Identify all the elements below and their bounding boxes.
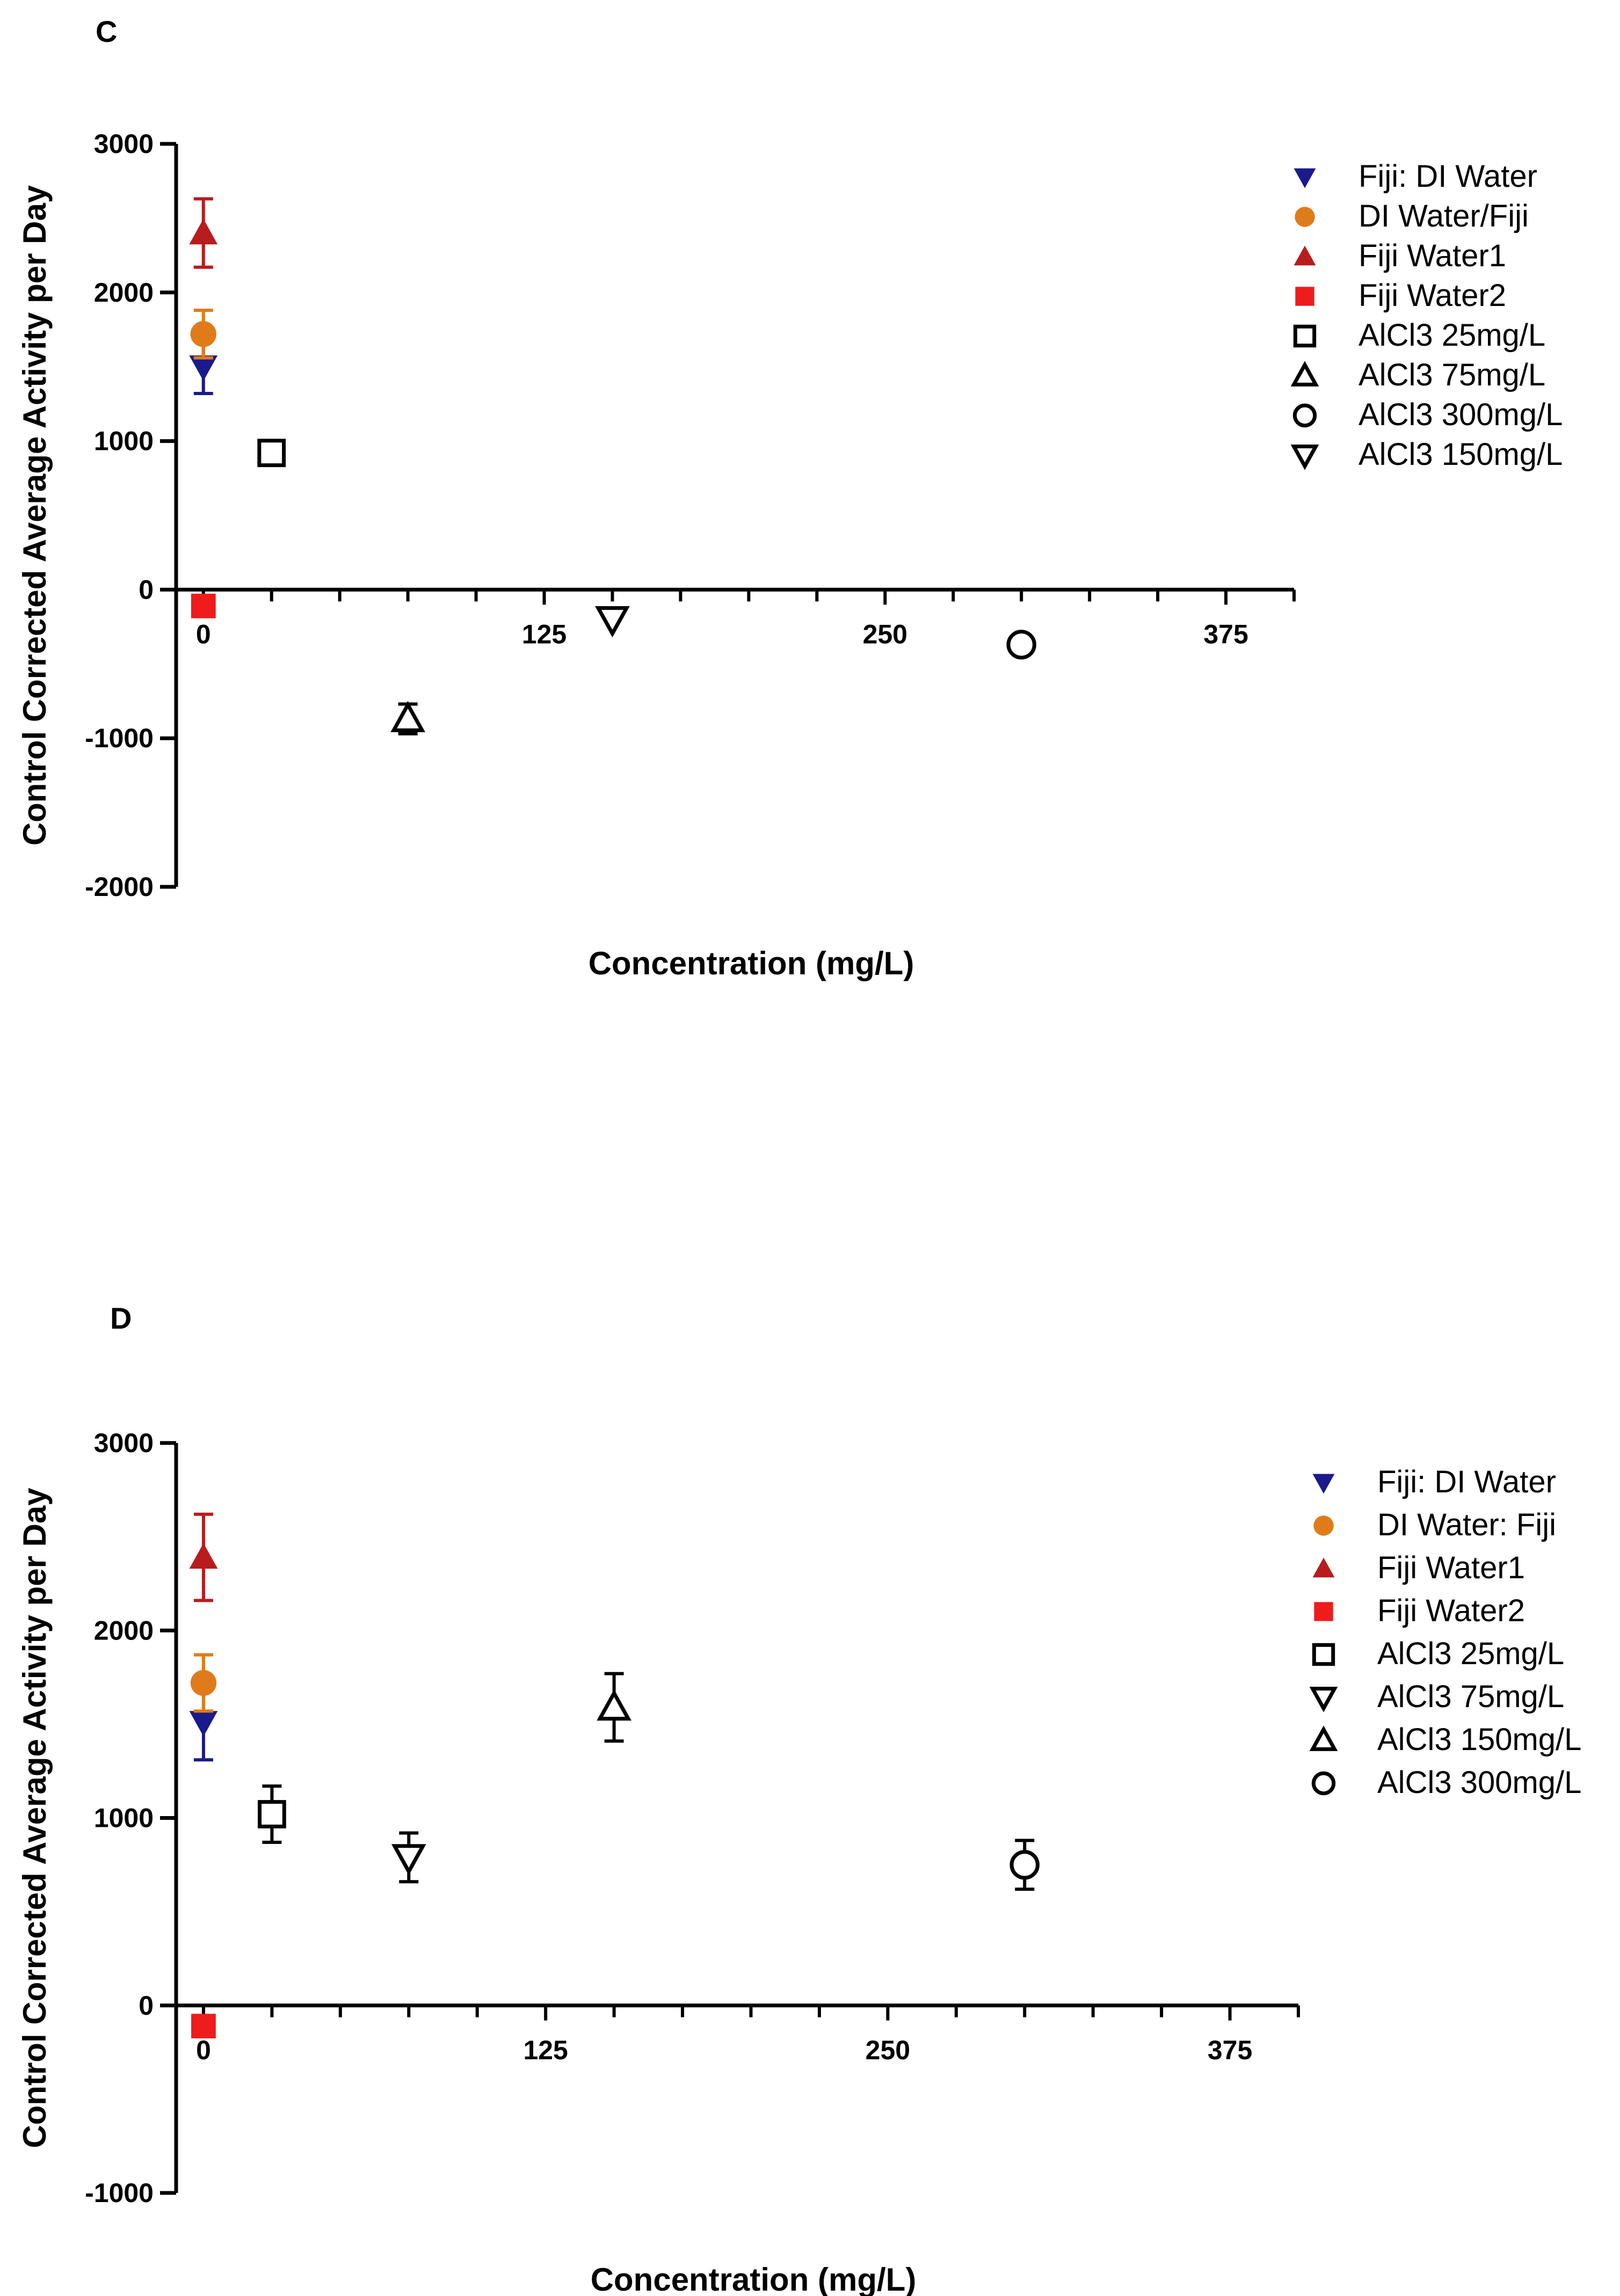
legend-marker-c-fiji-water1 [1294,245,1316,266]
panel-d: D 3000 2000 1000 0 -1000 0 125 250 375 Concentrati… [17,1301,1581,2296]
legend-marker-d-alcl3-25mg-l [1312,1643,1335,1666]
legend-label-c-fiji-water2: Fiji Water2 [1359,278,1506,313]
y-axis-title-c: Control Corrected Average Activity per D… [17,185,53,845]
legend-label-c-alcl3-25mg-l: AlCl3 25mg/L [1359,318,1545,353]
legend-marker-d-fiji-water2 [1314,1602,1333,1621]
data-point-d-alcl3-150mg-l [597,1689,631,1721]
data-point-c-alcl3-300mg-l [1006,630,1036,660]
legend-label-c-fiji-water1: Fiji Water1 [1359,238,1506,273]
legend-label-d-alcl3-300mg-l: AlCl3 300mg/L [1377,1765,1581,1800]
legend-label-d-alcl3-75mg-l: AlCl3 75mg/L [1377,1679,1564,1714]
data-point-c-fiji-water2 [191,593,216,618]
y-tick-label-d-3000: 3000 [94,1428,154,1458]
panel-c: C 3000 2000 1000 0 -1000 -2000 0 125 250 375 Concen… [17,14,1563,981]
legend-label-d-alcl3-25mg-l: AlCl3 25mg/L [1377,1636,1564,1671]
data-point-c-fiji-water1 [189,218,218,245]
panel-letter-d: D [110,1301,132,1335]
y-tick-label-d-0: 0 [139,1991,154,2021]
legend-marker-d-alcl3-300mg-l [1311,1771,1336,1796]
x-tick-label-c-125: 125 [522,619,566,649]
legend-marker-d-alcl3-75mg-l [1309,1687,1338,1712]
legend-marker-d-fiji-di-water [1312,1474,1335,1494]
x-tick-label-c-0: 0 [196,619,211,649]
y-tick-label-c-3000: 3000 [94,129,154,159]
legend-label-d-alcl3-150mg-l: AlCl3 150mg/L [1377,1722,1581,1757]
legend-c: Fiji: DI Water DI Water/Fiji Fiji Water1 Fi… [1290,159,1563,472]
legend-label-d-di-water-fiji: DI Water: Fiji [1377,1507,1556,1542]
legend-marker-c-di-water-fiji [1295,207,1315,227]
legend-label-c-alcl3-150mg-l: AlCl3 150mg/L [1359,437,1563,472]
data-point-d-fiji-water1 [189,1543,218,1569]
legend-d: Fiji: DI Water DI Water: Fiji Fiji Water1 F… [1309,1464,1581,1800]
x-tick-label-d-125: 125 [523,2035,568,2065]
legend-marker-d-alcl3-150mg-l [1309,1725,1338,1751]
x-tick-label-d-375: 375 [1208,2035,1252,2065]
data-point-c-alcl3-75mg-l [390,701,425,732]
legend-marker-d-di-water-fiji [1313,1515,1334,1536]
data-point-c-alcl3-25mg-l [257,439,286,468]
legend-marker-c-alcl3-150mg-l [1290,444,1319,470]
legend-label-c-alcl3-75mg-l: AlCl3 75mg/L [1359,358,1545,392]
legend-marker-c-alcl3-300mg-l [1292,403,1317,428]
legend-label-c-fiji-di-water: Fiji: DI Water [1359,159,1537,194]
data-point-c-alcl3-150mg-l [595,606,630,638]
legend-marker-d-fiji-water1 [1312,1557,1335,1578]
legend-label-c-alcl3-300mg-l: AlCl3 300mg/L [1359,397,1563,432]
y-tick-label-c-2000: -2000 [85,872,154,902]
legend-marker-c-alcl3-75mg-l [1290,361,1319,387]
data-point-d-alcl3-300mg-l [1009,1850,1040,1880]
legend-label-d-fiji-water2: Fiji Water2 [1377,1593,1525,1628]
y-tick-label-c-1000: 1000 [94,426,154,456]
legend-label-d-fiji-di-water: Fiji: DI Water [1377,1464,1556,1499]
y-tick-label-d-1000: 1000 [94,1803,154,1833]
data-point-c-di-water-fiji [190,321,216,347]
x-tick-label-c-250: 250 [863,619,907,649]
legend-label-d-fiji-water1: Fiji Water1 [1377,1550,1525,1585]
y-tick-label-c-2000: 2000 [94,278,154,308]
x-axis-title-c: Concentration (mg/L) [589,945,914,981]
legend-marker-c-alcl3-25mg-l [1293,324,1317,348]
x-tick-label-d-250: 250 [866,2035,910,2065]
legend-marker-c-fiji-di-water [1294,168,1316,188]
panel-letter-c: C [96,14,117,48]
data-point-c-fiji-di-water [189,355,218,381]
x-axis-title-d: Concentration (mg/L) [591,2262,917,2296]
data-point-d-fiji-di-water [189,1711,218,1737]
y-tick-label-d-2000: 2000 [94,1615,154,1645]
data-point-d-fiji-water2 [191,2014,216,2039]
data-point-d-alcl3-25mg-l [258,1800,286,1828]
y-tick-label-d-1000: -1000 [85,2178,154,2208]
y-tick-label-c-1000: -1000 [85,723,154,753]
data-point-d-alcl3-75mg-l [391,1844,426,1876]
legend-label-c-di-water-fiji: DI Water/Fiji [1359,199,1529,234]
legend-marker-c-fiji-water2 [1295,287,1314,306]
x-tick-label-c-375: 375 [1203,619,1248,649]
data-point-d-di-water-fiji [190,1670,217,1696]
y-tick-label-c-0: 0 [139,574,154,604]
x-tick-label-d-0: 0 [196,2035,211,2065]
y-axis-title-d: Control Corrected Average Activity per D… [17,1488,53,2148]
